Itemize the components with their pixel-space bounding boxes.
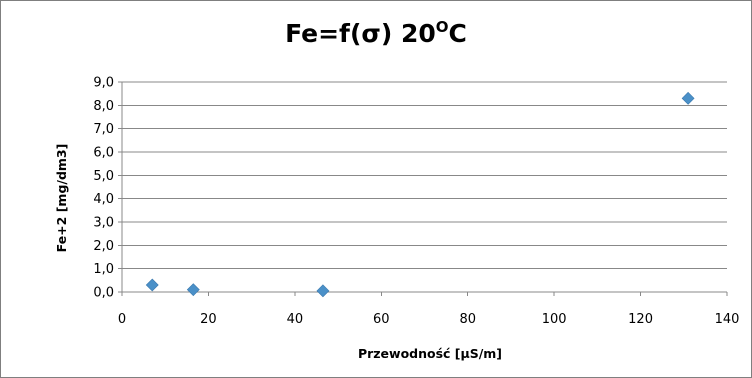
- y-tick-labels: 0,0 1,0 2,0 3,0 4,0 5,0 6,0 7,0 8,0 9,0: [93, 76, 114, 301]
- y-tick-label: 4,0: [93, 192, 114, 207]
- y-tick-label: 7,0: [93, 122, 114, 137]
- data-point-diamond: [186, 283, 200, 297]
- y-tick-label: 3,0: [93, 216, 114, 231]
- x-tick-label: 40: [287, 312, 304, 327]
- chart-title-suffix: C: [448, 19, 467, 48]
- data-point-diamond: [681, 91, 695, 105]
- x-axis-title: Przewodność [µS/m]: [358, 346, 502, 361]
- y-axis-title: Fe+2 [mg/dm3]: [54, 144, 69, 253]
- axes: [118, 81, 728, 296]
- x-tick-labels: 0 20 40 60 80 100 120 140: [118, 312, 740, 327]
- x-tick-label: 60: [373, 312, 390, 327]
- data-point-diamond: [145, 278, 159, 292]
- y-tick-label: 1,0: [93, 262, 114, 277]
- y-tick-label: 5,0: [93, 169, 114, 184]
- x-tick-label: 80: [459, 312, 476, 327]
- chart-title-superscript: O: [435, 18, 449, 36]
- gridlines: [122, 81, 727, 270]
- y-tick-label: 6,0: [93, 146, 114, 161]
- y-tick-label: 8,0: [93, 99, 114, 114]
- chart-title: Fe=f(σ) 20OC: [0, 18, 752, 48]
- x-tick-label: 0: [118, 312, 126, 327]
- y-tick-label: 0,0: [93, 286, 114, 301]
- x-tick-label: 20: [200, 312, 217, 327]
- y-tick-label: 2,0: [93, 239, 114, 254]
- x-tick-label: 140: [715, 312, 740, 327]
- x-tick-label: 120: [628, 312, 653, 327]
- data-point-diamond: [316, 284, 330, 298]
- y-tick-label: 9,0: [93, 76, 114, 91]
- data-points: [145, 91, 695, 298]
- x-tick-label: 100: [542, 312, 567, 327]
- chart-title-main: Fe=f(σ) 20: [285, 19, 436, 48]
